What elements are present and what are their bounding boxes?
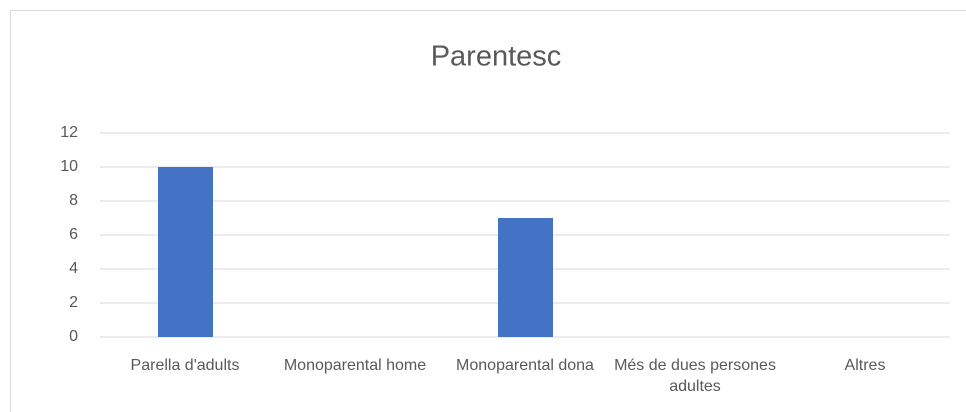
x-tick-label: Més de dues persones adultes xyxy=(614,357,776,395)
y-tick-label: 8 xyxy=(69,192,78,209)
bar xyxy=(158,167,213,337)
y-tick-label: 4 xyxy=(69,260,78,277)
x-tick-label: Monoparental dona xyxy=(456,357,594,374)
y-tick-label: 0 xyxy=(69,328,78,345)
bar xyxy=(498,218,553,337)
y-tick-label: 12 xyxy=(60,124,78,141)
x-tick-label: Monoparental home xyxy=(283,357,427,374)
x-tick-label: Altres xyxy=(844,357,886,374)
chart-border xyxy=(10,10,966,412)
y-tick-label: 10 xyxy=(60,158,78,175)
y-tick-label: 6 xyxy=(69,226,78,243)
x-tick-label: Parella d'adults xyxy=(130,357,240,374)
y-tick-label: 2 xyxy=(69,294,78,311)
chart-title: Parentesc xyxy=(431,41,562,73)
